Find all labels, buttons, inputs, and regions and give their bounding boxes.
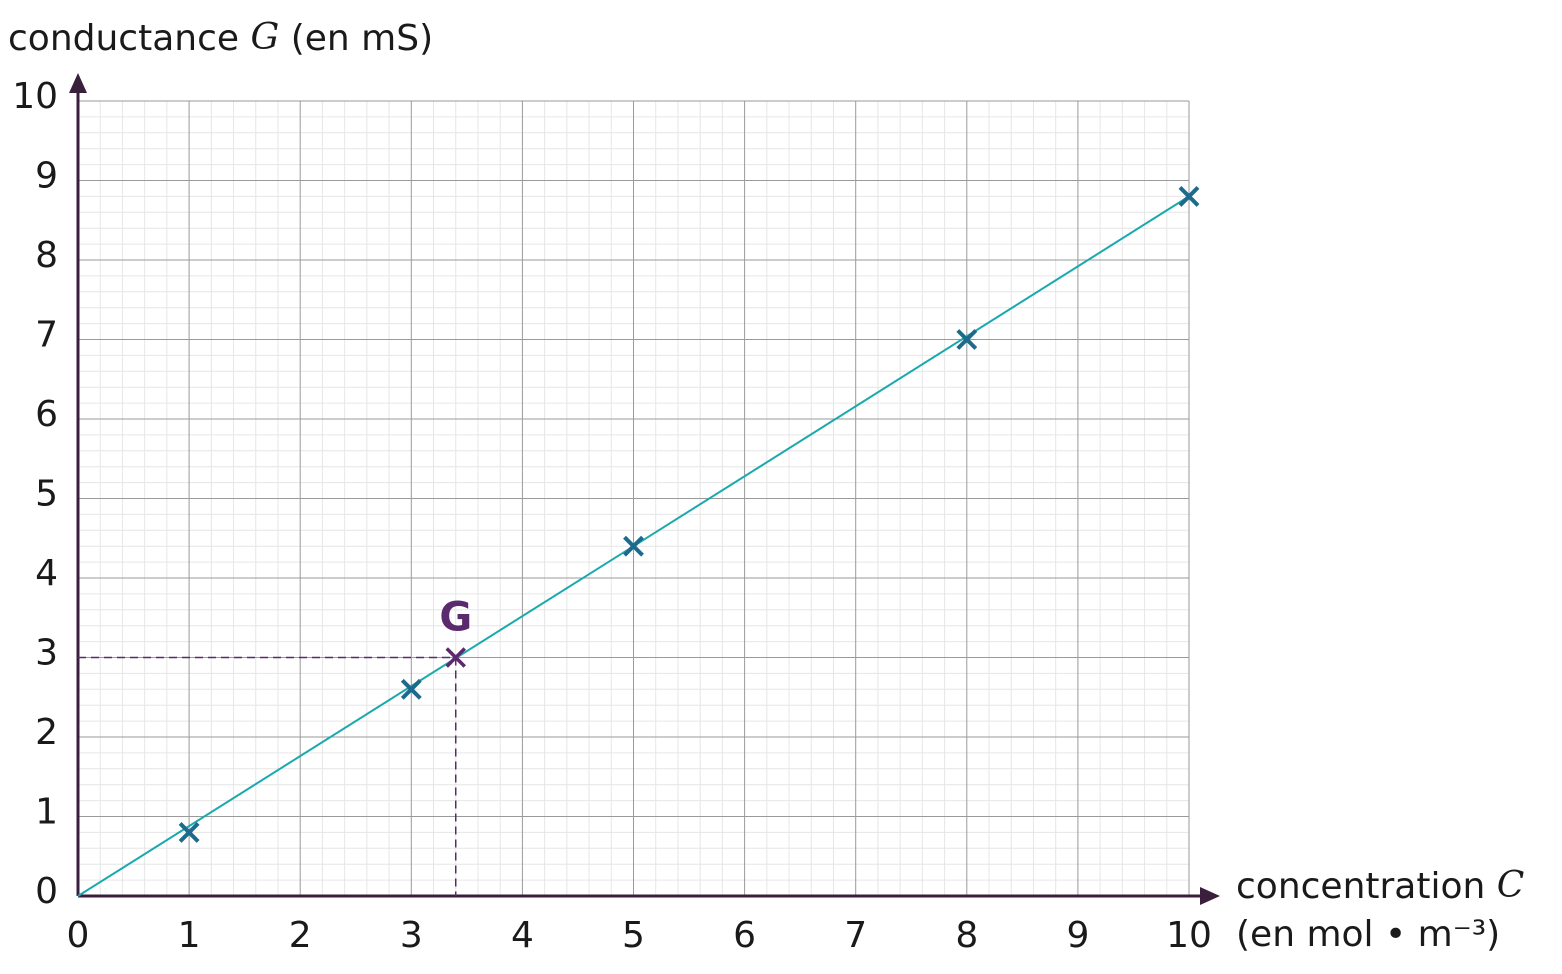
data-point: [956, 329, 978, 350]
y-tick-label: 7: [35, 315, 58, 356]
x-tick-label: 2: [289, 915, 312, 956]
x-tick-label: 1: [178, 915, 201, 956]
data-point: [400, 678, 422, 700]
x-axis-label: concentration C: [1236, 865, 1524, 907]
data-point: [623, 535, 644, 557]
y-label-text: conductance: [8, 18, 239, 59]
x-axis-unit: (en mol • m⁻³): [1236, 914, 1500, 955]
y-tick-label: 8: [35, 235, 58, 276]
y-tick-label: 4: [35, 553, 58, 594]
y-axis-arrow: [69, 73, 87, 93]
y-tick-label: 6: [35, 394, 58, 435]
x-tick-label: 6: [733, 915, 756, 956]
x-tick-label: 10: [1166, 915, 1212, 956]
y-tick-label: 5: [35, 474, 58, 515]
y-tick-label: 0: [35, 871, 58, 912]
data-point: [1178, 185, 1200, 207]
x-tick-label: 8: [955, 915, 978, 956]
y-label-symbol: G: [250, 17, 279, 58]
x-tick-label: 0: [67, 915, 90, 956]
data-point: [178, 821, 200, 843]
y-label-unit: (en mS): [291, 18, 433, 59]
x-label-symbol: C: [1497, 865, 1525, 906]
x-tick-label: 7: [844, 915, 867, 956]
point-g: [445, 647, 466, 668]
y-tick-label: 9: [35, 156, 58, 197]
x-axis-arrow: [1200, 887, 1220, 905]
x-tick-label: 5: [622, 915, 645, 956]
y-axis-label: conductance G (en mS): [8, 17, 433, 59]
y-tick-label: 2: [35, 712, 58, 753]
y-tick-label: 3: [35, 633, 58, 674]
y-tick-label: 10: [12, 76, 58, 117]
x-tick-label: 9: [1066, 915, 1089, 956]
y-tick-label: 1: [35, 792, 58, 833]
x-tick-label: 4: [511, 915, 534, 956]
x-tick-label: 3: [400, 915, 423, 956]
x-label-text: concentration: [1236, 866, 1485, 907]
point-g-label: G: [439, 595, 472, 641]
